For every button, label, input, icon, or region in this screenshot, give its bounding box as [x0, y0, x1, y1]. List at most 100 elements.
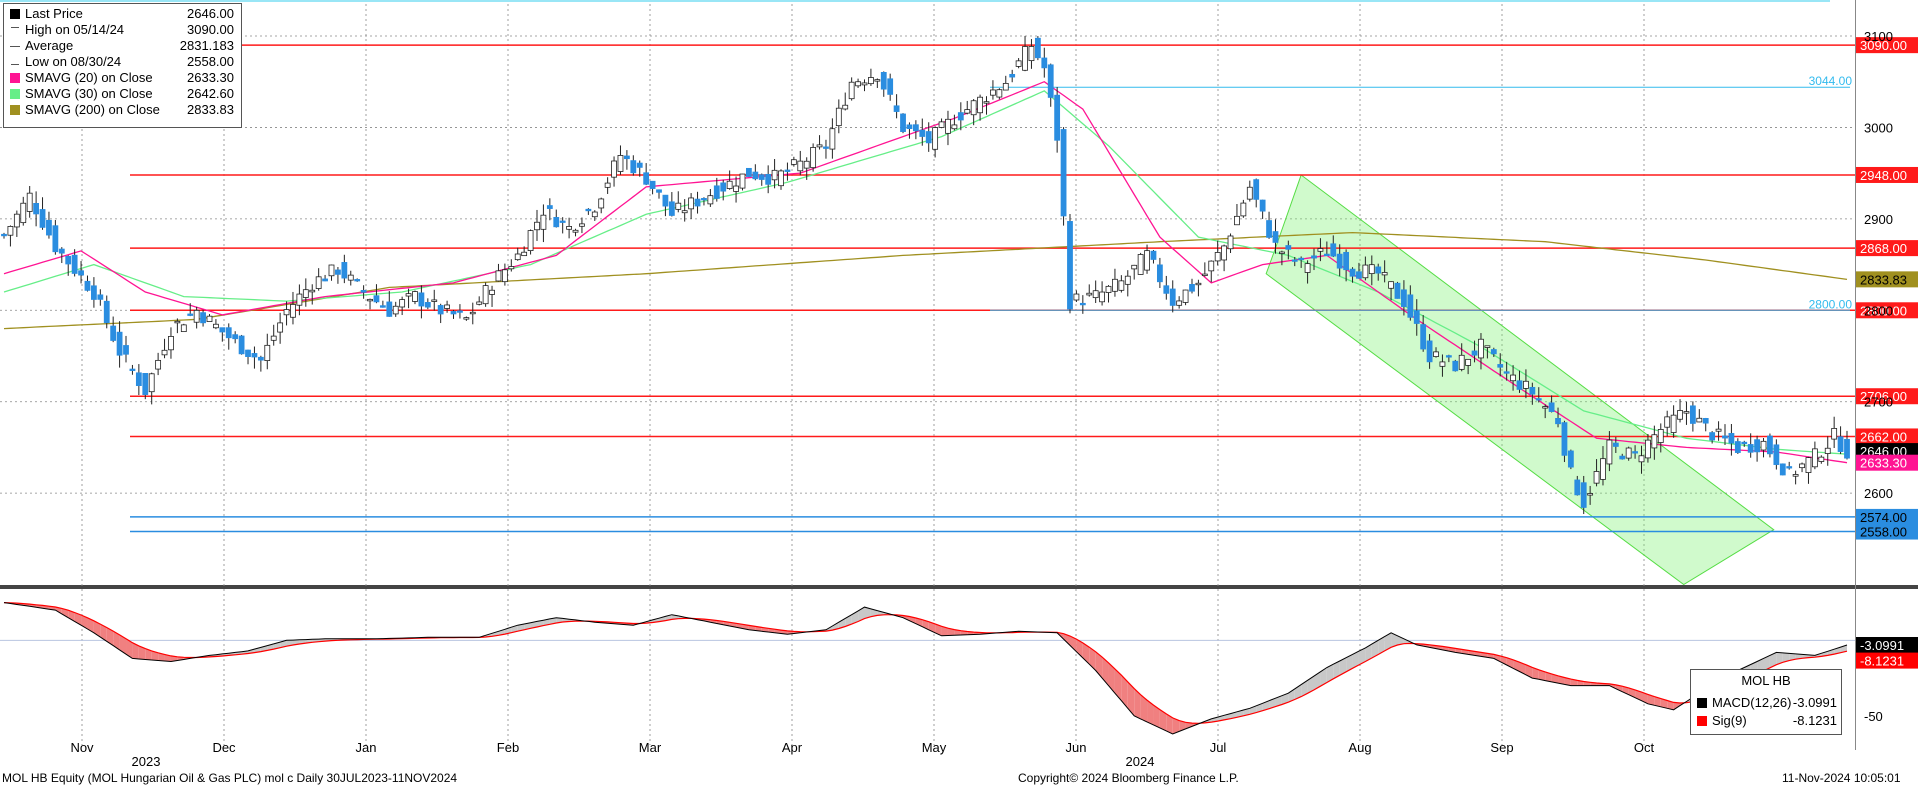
- candle-body: [469, 311, 476, 315]
- candle-body: [1246, 186, 1253, 200]
- macd-last-label: -3.0991: [1860, 638, 1904, 653]
- macd-histogram-fill: [832, 622, 839, 631]
- candle-body: [681, 210, 688, 214]
- time-axis: Nov 2023 Dec Jan Feb Mar Apr May Jun 2024 Jul Aug Se…: [70, 740, 1654, 769]
- legend-row-average: Average 2831.183: [8, 38, 238, 54]
- panel-separator: [0, 585, 1918, 589]
- candle-body: [328, 264, 335, 277]
- candle-body: [848, 81, 855, 100]
- candle-body: [1227, 235, 1234, 250]
- candle-body: [1067, 221, 1073, 310]
- candle-body: [1240, 202, 1247, 217]
- candle-body: [251, 353, 258, 358]
- candle-body: [495, 270, 502, 282]
- candle-body: [906, 124, 913, 130]
- candle-body: [701, 198, 707, 201]
- signal-swatch: [1697, 716, 1707, 726]
- macd-histogram-fill: [158, 652, 165, 661]
- x-tick-month: Dec: [212, 740, 236, 755]
- candle-body: [1291, 259, 1298, 262]
- candle-body: [861, 82, 868, 86]
- candle-body: [1754, 439, 1760, 453]
- candle-body: [1278, 251, 1285, 254]
- candle-body: [315, 276, 322, 289]
- macd-swatch: [1697, 698, 1707, 708]
- candle-body: [1002, 82, 1009, 91]
- last-value-tag: [1856, 271, 1918, 288]
- candle-body: [142, 373, 149, 395]
- legend-label: Low on 08/30/24: [25, 54, 122, 69]
- candle-body: [322, 278, 328, 282]
- candle-body: [835, 107, 842, 127]
- legend-value: 2558.00: [187, 54, 234, 69]
- candle-body: [758, 174, 765, 180]
- candle-body: [778, 170, 784, 187]
- candle-body: [412, 291, 418, 302]
- candle-body: [437, 305, 444, 315]
- legend-row-sma200: SMAVG (200) on Close 2833.83: [8, 102, 238, 118]
- macd-histogram-fill: [1763, 655, 1770, 671]
- candle-body: [1831, 428, 1838, 440]
- macd-histogram-fill: [1545, 671, 1552, 682]
- candle-body: [945, 118, 951, 134]
- candle-body: [1201, 273, 1208, 276]
- macd-legend-value: -3.0991: [1792, 695, 1837, 710]
- candle-body: [386, 301, 393, 317]
- macd-histogram-fill: [1185, 722, 1192, 729]
- candle-body: [810, 147, 817, 169]
- candle-body: [1420, 324, 1427, 350]
- macd-histogram-fill: [55, 606, 62, 614]
- candle-body: [1266, 220, 1272, 238]
- macd-histogram-fill: [1558, 675, 1565, 685]
- candle-body: [546, 205, 553, 209]
- candle-body: [20, 202, 27, 224]
- y-tick-label: 2600: [1864, 486, 1893, 501]
- candle-body: [1343, 251, 1350, 271]
- candle-body: [880, 72, 887, 90]
- candle-body: [457, 310, 463, 313]
- price-level-label: 2868.00: [1860, 241, 1907, 256]
- x-tick-year: 2024: [1126, 754, 1155, 769]
- candle-body: [553, 217, 560, 228]
- candle-body: [771, 169, 778, 181]
- candle-body: [399, 299, 406, 308]
- candle-body: [309, 289, 316, 293]
- candle-body: [1311, 255, 1317, 259]
- candle-body: [1086, 292, 1093, 296]
- price-level-label: 2706.00: [1860, 389, 1907, 404]
- candle-body: [514, 253, 521, 261]
- macd-histogram-fill: [915, 617, 923, 627]
- x-tick-month: Aug: [1348, 740, 1371, 755]
- macd-histogram-fill: [1622, 686, 1629, 695]
- macd-histogram-fill: [68, 610, 75, 622]
- candle-body: [277, 322, 284, 333]
- candle-body: [1516, 380, 1523, 390]
- price-level-tag: [1856, 240, 1918, 257]
- candle-body: [752, 171, 759, 180]
- sma20-swatch: [10, 73, 20, 83]
- macd-histogram-fill: [941, 626, 948, 636]
- candle-body: [1317, 248, 1324, 252]
- macd-histogram-fill: [1172, 717, 1180, 734]
- candle-body: [7, 226, 14, 236]
- candle-body: [1394, 282, 1401, 299]
- candle-body: [1073, 293, 1080, 301]
- candle-body: [649, 180, 656, 189]
- candle-body: [900, 113, 906, 132]
- candle-body: [1728, 433, 1735, 444]
- candle-body: [148, 373, 155, 393]
- candle-body: [1465, 358, 1472, 366]
- macd-histogram-fill: [1493, 654, 1501, 662]
- candle-body: [1150, 250, 1157, 260]
- candle-body: [335, 269, 341, 275]
- candle-body: [675, 202, 682, 210]
- macd-histogram-fill: [543, 618, 550, 626]
- macd-histogram-fill: [1102, 657, 1109, 686]
- sma20-line: [3, 80, 1848, 464]
- candle-body: [1137, 254, 1144, 275]
- x-tick-month: Mar: [639, 740, 662, 755]
- candle-body: [1144, 250, 1150, 271]
- candle-body: [1169, 288, 1176, 306]
- candle-body: [200, 312, 206, 324]
